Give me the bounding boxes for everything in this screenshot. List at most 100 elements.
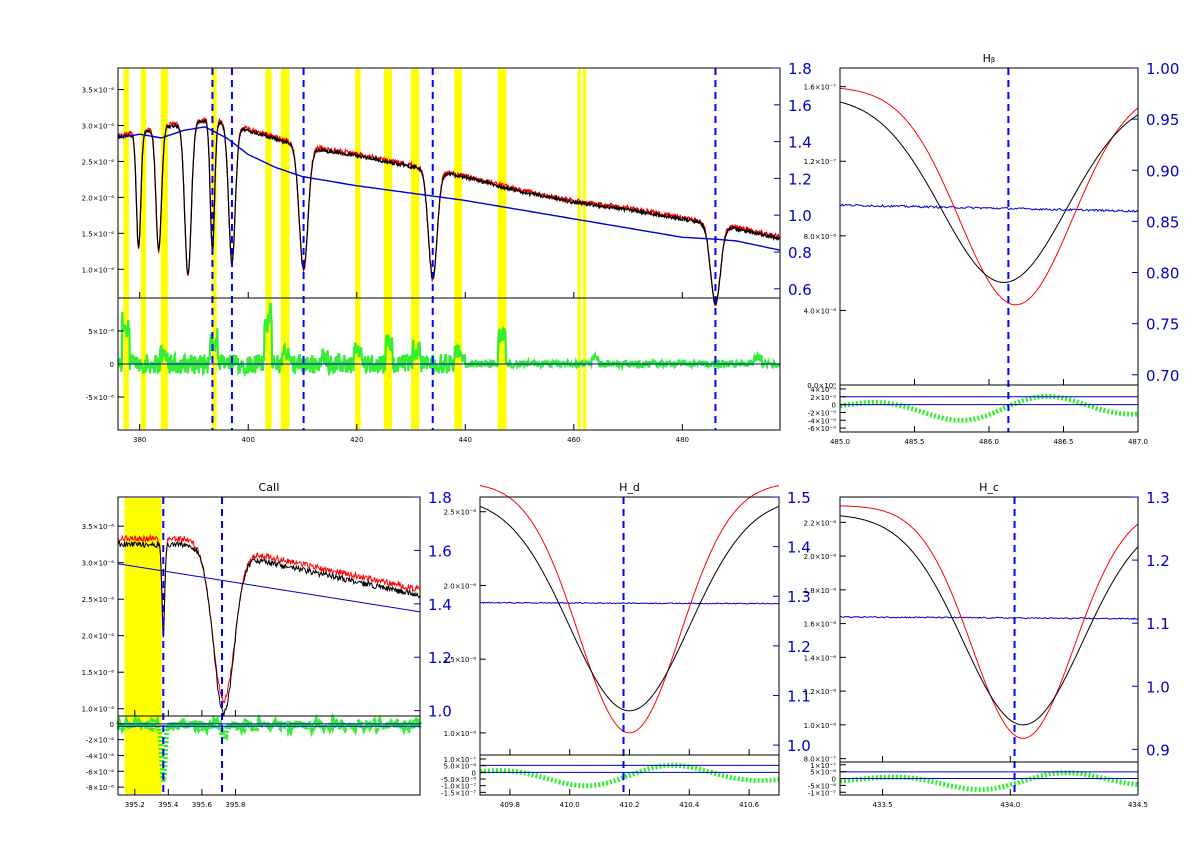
y2-tick-label: 1.0: [788, 207, 812, 225]
res-tick-label: -6×10⁻⁸: [86, 768, 114, 776]
res-tick-label: 5×10⁻⁸: [88, 328, 114, 336]
x-tick-label: 395.4: [158, 801, 179, 809]
highlight-band: [497, 69, 507, 429]
y2-tick-label: 0.90: [1146, 162, 1179, 180]
res-tick-label: -5.0×10⁻⁸: [441, 776, 476, 784]
highlight-band: [140, 69, 147, 429]
x-tick-label: 409.8: [500, 801, 520, 809]
y2-tick-label: 1.8: [428, 489, 452, 507]
res-tick-label: 0: [110, 721, 114, 729]
y2-tick-label: 1.4: [428, 596, 452, 614]
y2-tick-label: 1.6: [788, 97, 812, 115]
observed-spectrum: [839, 515, 1139, 726]
continuum-curve: [117, 563, 421, 613]
panel-frame: [839, 496, 1139, 796]
y2-tick-label: 0.8: [788, 244, 812, 262]
res-tick-label: -5×10⁻⁸: [808, 782, 836, 790]
y2-tick-label: 1.00: [1146, 60, 1179, 78]
y-tick-label: 1.0×10⁻⁶: [804, 722, 837, 730]
y-tick-label: 2.0×10⁻⁶: [804, 553, 837, 561]
panel-caii: 1.0×10⁻⁶ 1.5×10⁻⁶ 2.0×10⁻⁶ 2.5×10⁻⁶ 3.0×10⁻⁶…: [82, 481, 452, 809]
residual-curve: [479, 762, 780, 789]
y2-tick-label: 1.2: [788, 170, 812, 188]
y2-tick-label: 0.70: [1146, 367, 1179, 385]
highlight-band: [355, 69, 361, 429]
y-tick-label: 3.0×10⁻⁶: [82, 560, 115, 568]
res-tick-label: -1.5×10⁻⁷: [441, 789, 476, 797]
y-tick-label: 1.0×10⁻⁶: [444, 730, 477, 738]
x-tick-label: 460: [567, 436, 580, 444]
observed-spectrum: [117, 118, 780, 307]
y-tick-label: 2.5×10⁻⁶: [82, 596, 115, 604]
y-tick-label: 1.5×10⁻⁶: [82, 230, 115, 238]
res-tick-label: -1.0×10⁻⁷: [441, 783, 476, 791]
y2-tick-label: 1.8: [788, 60, 812, 78]
panel-title: H_d: [619, 481, 640, 494]
y-tick-label: 3.0×10⁻⁶: [82, 123, 115, 131]
panel-hdelta: 1.0×10⁻⁶ 1.5×10⁻⁶ 2.0×10⁻⁶ 2.5×10⁻⁶ 1.0 1.1 1.…: [441, 481, 811, 809]
res-tick-label: 5×10⁻⁸: [810, 769, 836, 777]
continuum-curve: [839, 615, 1139, 620]
panel-title: CaII: [259, 481, 280, 494]
highlight-band: [583, 69, 587, 429]
x-tick-label: 433.5: [873, 801, 893, 809]
observed-spectrum: [839, 101, 1139, 283]
x-tick-label: 487.0: [1128, 438, 1148, 446]
res-tick-label: 5.0×10⁻⁸: [444, 763, 477, 771]
panel-frame: [117, 496, 421, 796]
y2-tick-label: 1.0: [787, 737, 811, 755]
model-spectrum: [839, 505, 1139, 739]
y-tick-label: 1.6×10⁻⁷: [804, 84, 837, 92]
y-tick-label: 1.0×10⁻⁶: [82, 266, 115, 274]
panel-frame: [117, 67, 781, 431]
highlight-band: [383, 69, 393, 429]
y-tick-label: 2.0×10⁻⁶: [82, 633, 115, 641]
res-tick-label: 0: [110, 361, 114, 369]
continuum-curve: [839, 203, 1139, 213]
y2-tick-label: 0.80: [1146, 265, 1179, 283]
y2-tick-label: 1.1: [787, 687, 811, 705]
panel-title: Hᵦ: [983, 52, 996, 65]
y-tick-label: 1.0×10⁻⁶: [82, 706, 115, 714]
continuum-curve: [479, 601, 780, 605]
x-tick-label: 486.5: [1053, 438, 1073, 446]
res-tick-label: 0: [832, 776, 836, 784]
panel-title: H_c: [979, 481, 999, 494]
y-tick-label: 1.5×10⁻⁶: [444, 656, 477, 664]
y-tick-label: 3.5×10⁻⁶: [82, 523, 115, 531]
highlight-band: [265, 69, 272, 429]
y2-tick-label: 0.75: [1146, 316, 1179, 334]
res-tick-label: -5×10⁻⁸: [86, 394, 114, 402]
y-tick-label: 1.2×10⁻⁷: [804, 158, 837, 166]
x-tick-label: 420: [350, 436, 363, 444]
y-tick-label: 4.0×10⁻⁸: [804, 307, 837, 315]
x-tick-label: 486.0: [979, 438, 999, 446]
y2-tick-label: 1.2: [428, 649, 452, 667]
res-tick-label: -1×10⁻⁷: [808, 789, 836, 797]
res-tick-label: 0: [832, 402, 836, 410]
x-tick-label: 380: [133, 436, 146, 444]
y2-tick-label: 1.2: [787, 638, 811, 656]
y-tick-label: 8.0×10⁻⁸: [804, 233, 837, 241]
residual-curve: [839, 393, 1138, 423]
continuum-curve: [117, 126, 781, 251]
model-spectrum: [479, 485, 780, 734]
x-tick-label: 395.8: [225, 801, 245, 809]
y-tick-label: 3.5×10⁻⁶: [82, 87, 115, 95]
y-tick-label: 1.5×10⁻⁶: [82, 669, 115, 677]
y-tick-label: 2.5×10⁻⁶: [82, 158, 115, 166]
observed-spectrum: [479, 505, 780, 712]
x-tick-label: 410.6: [739, 801, 760, 809]
panel-full-spectrum: 1.0×10⁻⁶ 1.5×10⁻⁶ 2.0×10⁻⁶ 2.5×10⁻⁶ 3.0×10⁻⁶…: [82, 60, 812, 444]
res-tick-label: 1.0×10⁻⁷: [444, 756, 477, 764]
panel-hgamma: 8.0×10⁻⁷ 1.0×10⁻⁶ 1.2×10⁻⁶ 1.4×10⁻⁶ 1.6×10⁻⁶…: [804, 481, 1170, 809]
y2-tick-label: 1.1: [1146, 615, 1170, 633]
highlight-band: [280, 69, 290, 429]
res-tick-label: -2×10⁻⁹: [808, 409, 836, 417]
y-tick-label: 1.8×10⁻⁶: [804, 587, 837, 595]
y-tick-label: 8.0×10⁻⁷: [804, 756, 837, 764]
res-tick-label: -4×10⁻⁸: [86, 753, 114, 761]
observed-spectrum: [117, 540, 421, 716]
res-tick-label: 0: [472, 769, 476, 777]
